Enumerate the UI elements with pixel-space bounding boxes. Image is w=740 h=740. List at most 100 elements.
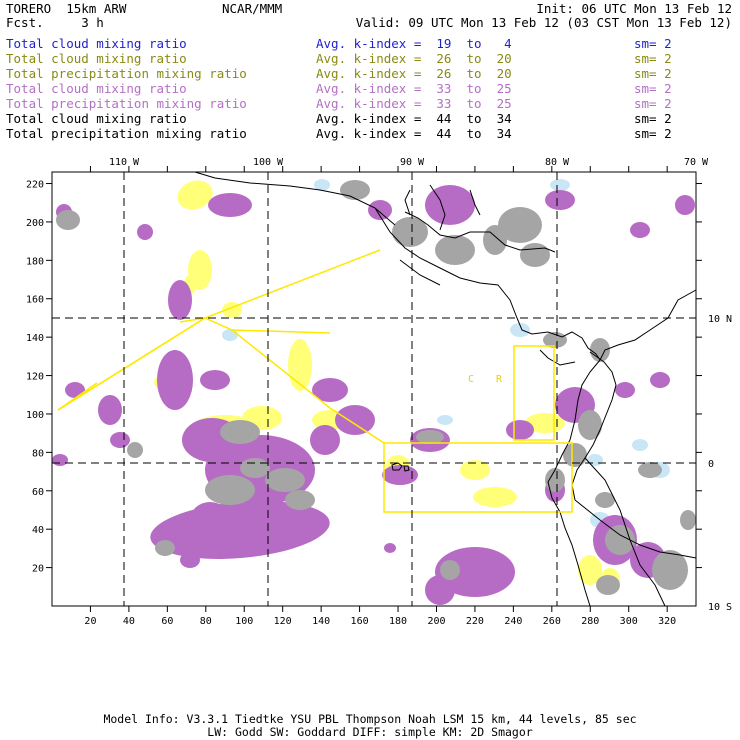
y-tick-label: 100 (26, 410, 44, 421)
legend-row: Total precipitation mixing ratio Avg. k-i… (6, 126, 736, 141)
legend-field: Total cloud mixing ratio (6, 51, 187, 66)
coastline (574, 499, 697, 559)
legend-kindex: Avg. k-index = 44 to 34 (316, 111, 512, 126)
cloud-deep-patch (595, 492, 615, 508)
coastline (599, 289, 697, 361)
cloud-deep-patch (220, 420, 260, 444)
legend-field: Total cloud mixing ratio (6, 81, 187, 96)
analysis-box (513, 345, 555, 441)
longitude-label: 90 W (400, 157, 425, 168)
legend-field: Total precipitation mixing ratio (6, 126, 247, 141)
x-tick-label: 200 (427, 616, 445, 627)
cloud-deep-patch (680, 510, 696, 530)
legend-smoothing: sm= 2 (634, 66, 672, 81)
x-tick-label: 80 (200, 616, 212, 627)
y-tick-label: 160 (26, 295, 44, 306)
axis-labels: C R20 40 60 80 100 120 140 160 180 200 220 240 260 280… (26, 157, 732, 627)
organization: NCAR/MMM (222, 1, 283, 16)
coastlines (194, 171, 697, 607)
cloud-deep-patch (155, 540, 175, 556)
precip-deep-patch (435, 547, 515, 597)
x-tick-label: 140 (312, 616, 330, 627)
legend-smoothing: sm= 2 (634, 51, 672, 66)
cloud-deep-patch (498, 207, 542, 243)
precip-deep-patch (630, 222, 650, 238)
cloud-deep-patch (563, 443, 587, 467)
legend-smoothing: sm= 2 (634, 36, 672, 51)
x-tick-label: 160 (351, 616, 369, 627)
legend-field: Total precipitation mixing ratio (6, 96, 247, 111)
legend-row: Total precipitation mixing ratio Avg. k-i… (6, 96, 736, 111)
precip-deep-patch (150, 501, 330, 559)
latitude-label: 10 S (708, 602, 732, 613)
cloud-deep-patch (240, 458, 270, 478)
cloud-mid-patch (177, 180, 213, 210)
region-marker: C (468, 374, 474, 385)
cloud-deep-patch (265, 468, 305, 492)
x-tick-label: 20 (84, 616, 96, 627)
cloud-shallow-patch (550, 179, 570, 191)
coastline (547, 359, 601, 607)
coastline (571, 351, 617, 501)
cloud-deep-patch (440, 560, 460, 580)
legend-smoothing: sm= 2 (634, 111, 672, 126)
x-tick-label: 280 (581, 616, 599, 627)
cloud-deep-patch (590, 338, 610, 362)
legend-field: Total precipitation mixing ratio (6, 66, 247, 81)
cloud-deep-patch (340, 180, 370, 200)
precip-deep-patch (200, 370, 230, 390)
timestamps: Init: 06 UTC Mon 13 Feb 12 Valid: 09 UTC… (356, 2, 732, 30)
y-tick-label: 180 (26, 256, 44, 267)
cloud-deep-patch (435, 235, 475, 265)
legend-row: Total cloud mixing ratio Avg. k-index = 3… (6, 81, 736, 96)
cloud-deep-patch (638, 462, 662, 478)
cloud-mid-patch (473, 487, 517, 507)
cloud-deep-patch (578, 410, 602, 440)
cloud-mid-patch (288, 339, 312, 391)
precip-deep-patch (98, 395, 122, 425)
legend-row: Total cloud mixing ratio Avg. k-index = 2… (6, 51, 736, 66)
x-tick-label: 320 (658, 616, 676, 627)
x-tick-label: 240 (504, 616, 522, 627)
precip-deep-patch (312, 378, 348, 402)
region-marker: R (496, 374, 503, 385)
cloud-deep-patch (596, 575, 620, 595)
precip-deep-patch (168, 280, 192, 320)
cloud-deep-patch (543, 332, 567, 348)
precip-deep-patch (180, 552, 200, 568)
y-tick-label: 20 (32, 564, 44, 575)
model-title: TORERO 15km ARW Fcst. 3 h (6, 1, 127, 30)
cloud-deep-patch (392, 217, 428, 247)
precip-deep-patch (137, 224, 153, 240)
field-legend: Total cloud mixing ratio Avg. k-index = 1… (6, 36, 736, 141)
longitude-label: 110 W (109, 157, 140, 168)
footer-line2: LW: Godd SW: Goddard DIFF: simple KM: 2D… (207, 725, 533, 739)
coastline (404, 211, 556, 253)
cloud-shallow-patch (437, 415, 453, 425)
cloud-deep-patch (483, 225, 507, 255)
lat-lon-grid (52, 172, 696, 606)
x-tick-label: 220 (466, 616, 484, 627)
cloud-shallow-patch (314, 179, 330, 191)
precip-deep-patch (157, 350, 193, 410)
longitude-label: 70 W (684, 157, 709, 168)
longitude-label: 100 W (253, 157, 284, 168)
coastline (374, 207, 441, 286)
precip-deep-patch (110, 432, 130, 448)
precip-deep-patch (384, 543, 396, 553)
cloud-fields (52, 179, 696, 605)
y-tick-label: 40 (32, 525, 44, 536)
x-tick-label: 120 (274, 616, 292, 627)
legend-kindex: Avg. k-index = 26 to 20 (316, 66, 512, 81)
precip-deep-patch (208, 193, 252, 217)
legend-row: Total precipitation mixing ratio Avg. k-i… (6, 66, 736, 81)
latitude-label: 10 N (708, 314, 732, 325)
legend-kindex: Avg. k-index = 19 to 4 (316, 36, 512, 51)
y-tick-label: 220 (26, 180, 44, 191)
cloud-shallow-patch (632, 439, 648, 451)
x-tick-label: 60 (161, 616, 173, 627)
precip-deep-patch (650, 372, 670, 388)
precip-deep-patch (675, 195, 695, 215)
coastline (404, 184, 481, 231)
x-tick-label: 40 (123, 616, 135, 627)
